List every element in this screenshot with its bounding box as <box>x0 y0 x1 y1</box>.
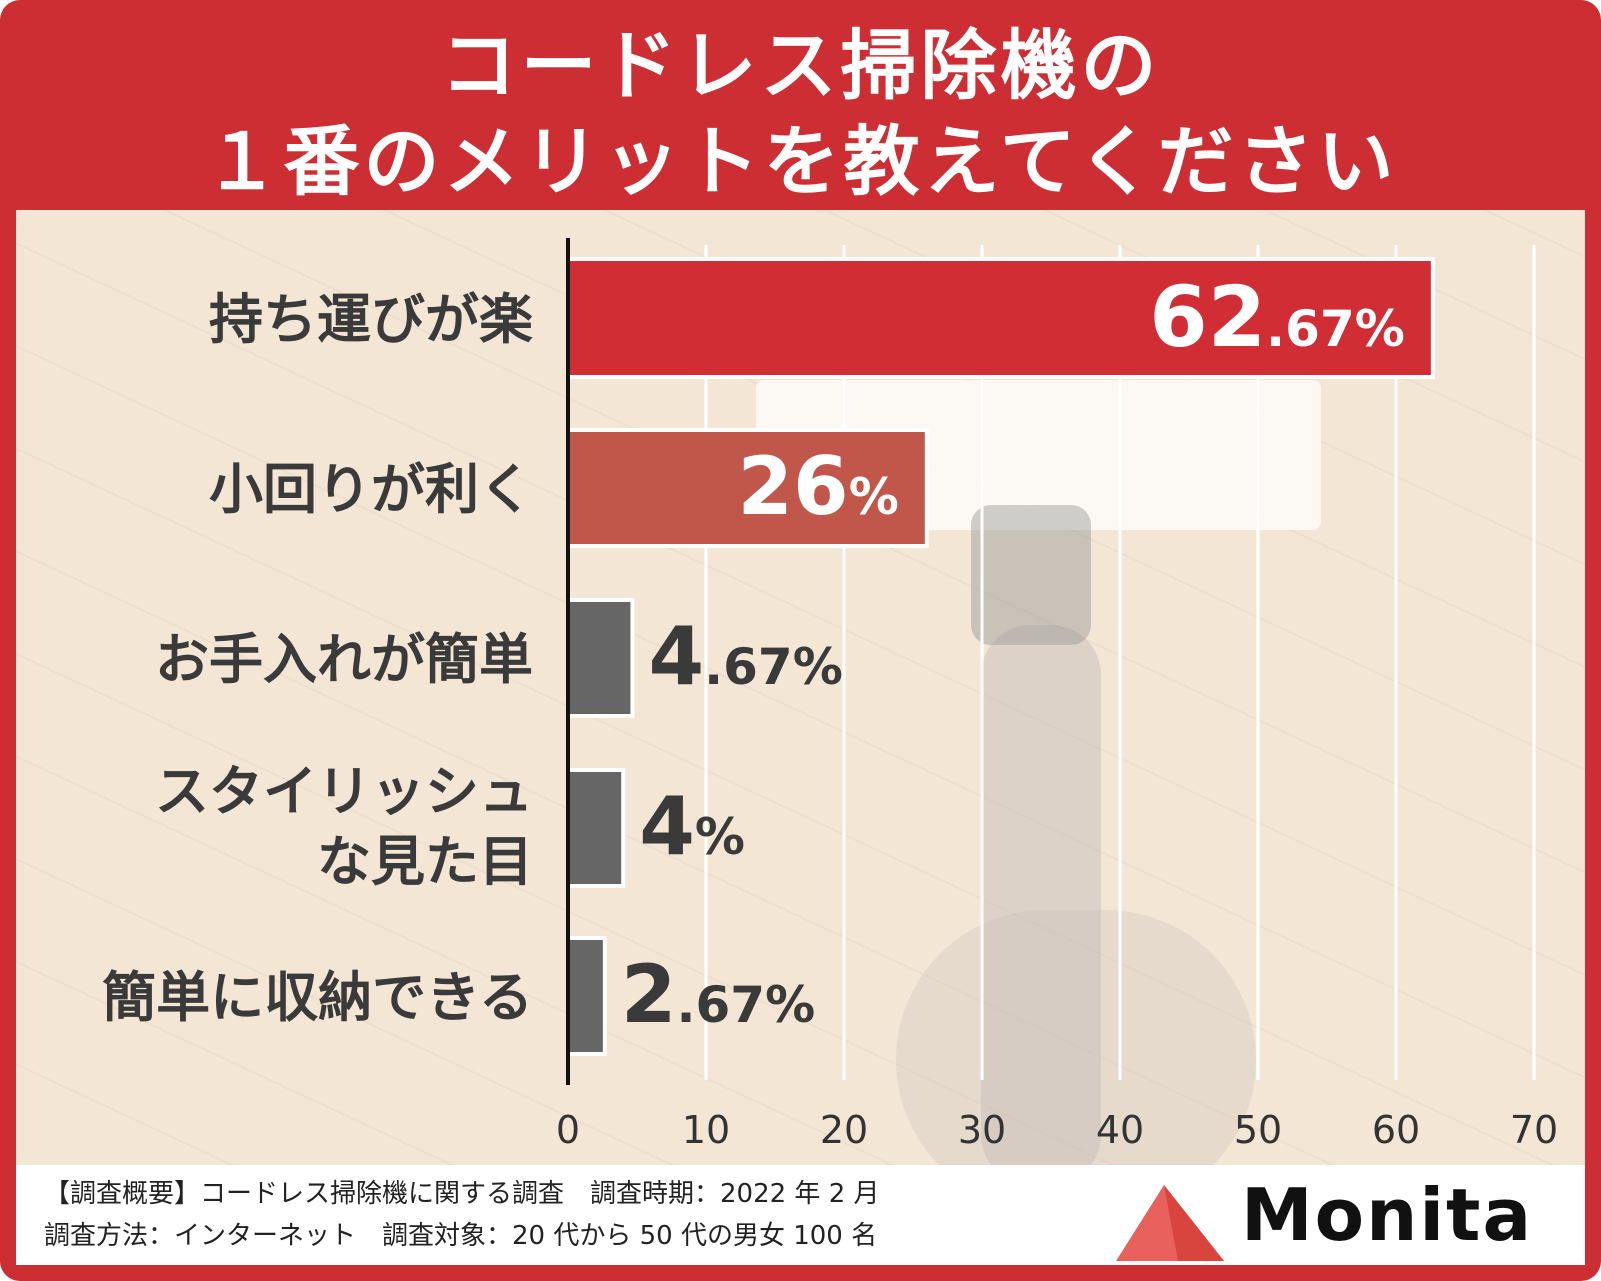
category-label: 持ち運びが楽 <box>209 288 533 351</box>
bar <box>566 428 929 548</box>
data-label: 62.67% <box>1149 268 1405 366</box>
monita-logo-text: Monita <box>1241 1173 1534 1257</box>
x-tick-label: 0 <box>556 1108 580 1152</box>
x-tick-label: 20 <box>820 1108 868 1152</box>
x-tick-label: 50 <box>1234 1108 1282 1152</box>
category-label: な見た目 <box>317 830 533 893</box>
bar <box>566 598 635 718</box>
x-tick-label: 40 <box>1096 1108 1144 1152</box>
vacuum-pipe-illustration <box>981 625 1101 1165</box>
chart-title: コードレス掃除機の １番のメリットを教えてください <box>0 18 1601 210</box>
x-tick-label: 60 <box>1372 1108 1420 1152</box>
bar <box>566 257 1435 379</box>
vacuum-neck-illustration <box>971 505 1091 645</box>
data-label: 4% <box>639 780 745 873</box>
data-label: 26% <box>737 440 898 533</box>
title-line-1: コードレス掃除機の <box>440 21 1161 110</box>
category-label: 小回りが利く <box>209 458 533 521</box>
x-tick-label: 30 <box>958 1108 1006 1152</box>
title-line-2: １番のメリットを教えてください <box>203 117 1398 206</box>
category-label: お手入れが簡単 <box>155 628 533 691</box>
x-tick-label: 70 <box>1510 1108 1558 1152</box>
bar <box>566 936 607 1056</box>
x-tick-label: 10 <box>682 1108 730 1152</box>
data-label: 2.67% <box>621 948 815 1041</box>
survey-footer: 【調査概要】コードレス掃除機に関する調査 調査時期：2022 年 2 月 調査方… <box>16 1165 1585 1265</box>
survey-summary: 【調査概要】コードレス掃除機に関する調査 調査時期：2022 年 2 月 <box>44 1179 880 1209</box>
category-label: 簡単に収納できる <box>102 966 533 1029</box>
monita-logo-icon <box>1116 1185 1224 1261</box>
survey-method: 調査方法：インターネット 調査対象：20 代から 50 代の男女 100 名 <box>44 1221 878 1251</box>
category-label: スタイリッシュ <box>155 760 533 823</box>
data-label: 4.67% <box>648 610 842 703</box>
bar <box>566 768 626 888</box>
